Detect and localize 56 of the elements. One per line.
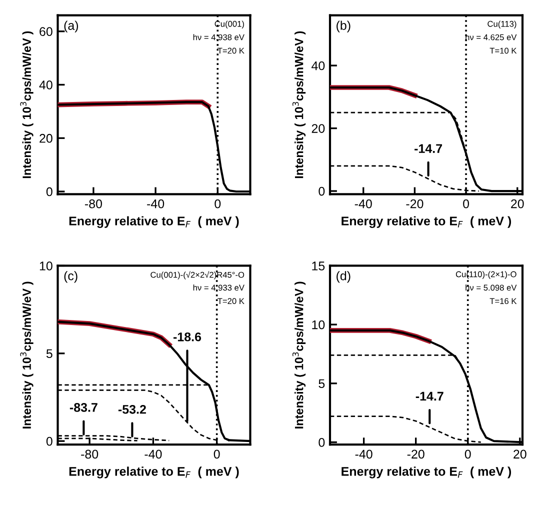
annotation: -18.6 (173, 332, 202, 342)
x-tick-label: 20 (511, 199, 524, 208)
annotation: T=10 K (490, 48, 517, 54)
x-axis-title: Energy relative to E$_{F}$ ( meV ) (69, 466, 239, 478)
annotation: T=20 K (218, 48, 244, 54)
y-axis-title: Intensity ( 10$^{3}$cps/mW/eV ) (20, 31, 34, 178)
x-axis-title: Energy relative to E$_{F}$ ( meV ) (342, 466, 512, 478)
x-axis-title: Energy relative to E$_{F}$ ( meV ) (69, 216, 239, 228)
x-tick-label: -20 (406, 199, 424, 208)
annotation: hν = 5.098 eV (466, 284, 517, 291)
annotation: -14.7 (414, 144, 442, 153)
y-tick-label: 10 (40, 262, 52, 270)
x-tick-label: -40 (355, 450, 372, 459)
y-tick-label: 60 (40, 27, 52, 36)
x-tick-label: 20 (514, 450, 526, 459)
annotation: Cu(001) (214, 20, 244, 28)
y-tick-label: 10 (312, 320, 325, 330)
annotation: (a) (64, 20, 78, 32)
x-tick-label: -20 (407, 450, 424, 459)
annotation: -53.2 (118, 404, 146, 414)
annotation: (d) (336, 271, 350, 283)
x-tick-label: 0 (463, 199, 470, 208)
annotation: Cu(001)-(√2×2√2)R45°-O (150, 271, 244, 280)
y-tick-label: 0 (318, 186, 325, 196)
y-tick-label: 0 (46, 436, 52, 446)
y-tick-label: 20 (312, 124, 325, 133)
y-tick-label: 5 (46, 349, 52, 358)
y-tick-label: 40 (39, 80, 52, 90)
y-tick-label: 5 (318, 379, 325, 388)
annotation: hν = 4.938 eV (193, 34, 244, 40)
x-tick-label: -40 (354, 199, 372, 208)
y-tick-label: 0 (46, 187, 52, 196)
x-tick-label: 0 (464, 450, 471, 459)
x-tick-label: -80 (81, 450, 98, 459)
x-tick-label: -80 (84, 199, 102, 208)
x-axis-title: Energy relative to E$_{F}$ ( meV ) (342, 216, 512, 228)
annotation: (c) (64, 271, 78, 283)
annotation: Cu(110)-(2×1)-O (456, 271, 516, 279)
y-axis-title: Intensity ( 10$^{3}$cps/mW/eV ) (292, 31, 306, 178)
annotation: hν = 4.933 eV (193, 284, 244, 291)
annotation: (b) (336, 20, 350, 32)
x-tick-label: 0 (214, 199, 221, 208)
x-tick-label: -40 (147, 199, 164, 208)
annotation: -83.7 (70, 403, 98, 412)
y-axis-title: Intensity ( 10$^{3}$cps/mW/eV ) (20, 282, 34, 428)
y-tick-label: 40 (312, 61, 325, 70)
y-tick-label: 20 (40, 134, 52, 143)
annotation: -14.7 (416, 392, 444, 401)
annotation: Cu(113) (488, 20, 516, 28)
x-tick-label: 0 (214, 450, 220, 459)
x-tick-label: -40 (144, 450, 162, 459)
annotation: T=16 K (490, 298, 517, 304)
y-axis-title: Intensity ( 10$^{3}$cps/mW/eV ) (292, 282, 306, 428)
y-tick-label: 0 (318, 438, 325, 447)
y-tick-label: 15 (312, 262, 325, 270)
annotation: T=20 K (218, 298, 244, 304)
